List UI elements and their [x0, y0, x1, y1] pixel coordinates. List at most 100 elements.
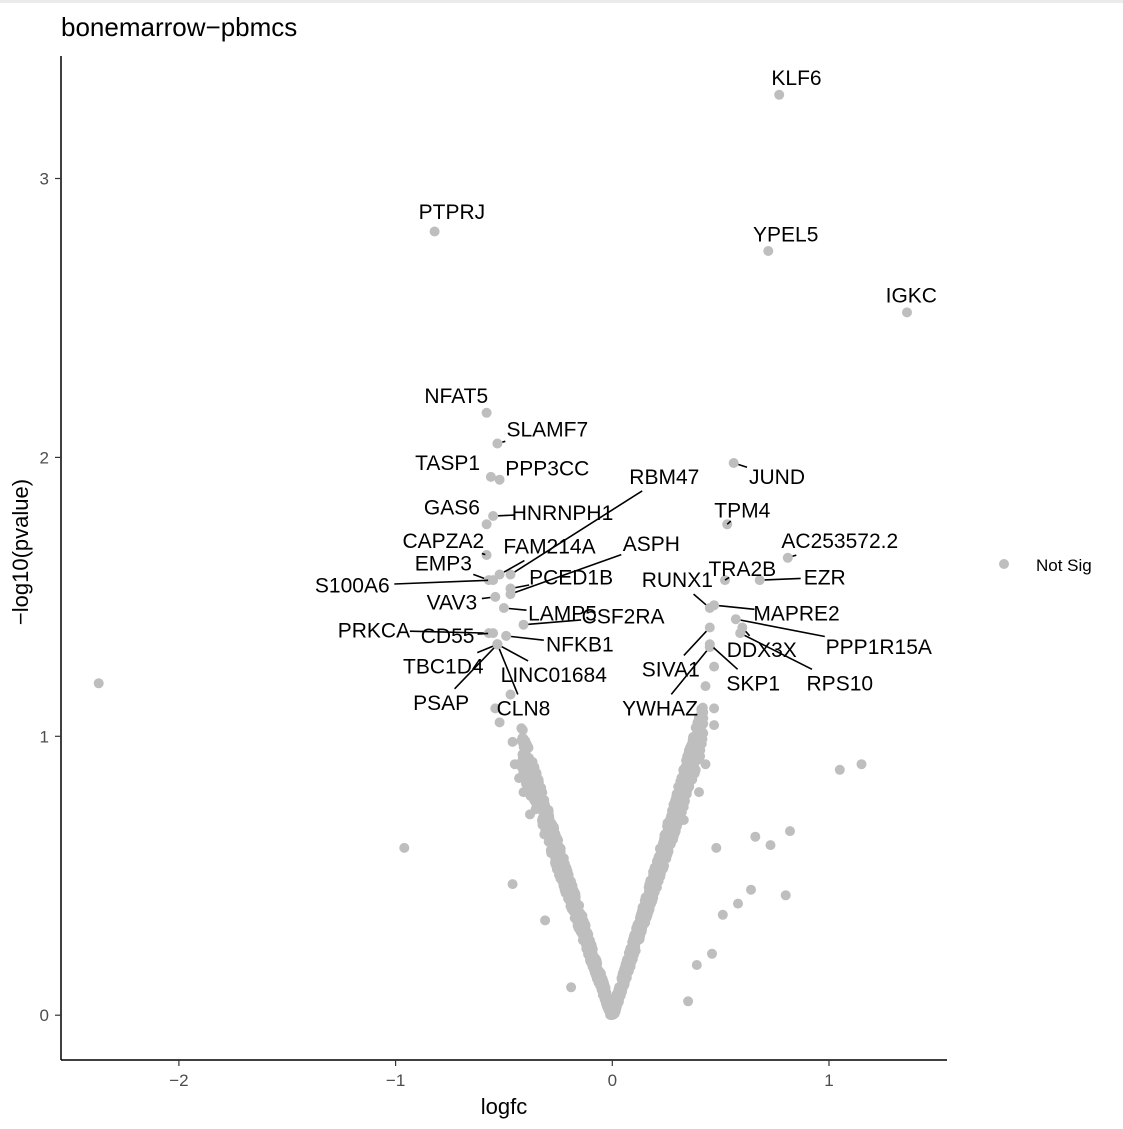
gene-label: TBC1D4	[403, 656, 484, 679]
gene-label: GAS6	[424, 497, 480, 520]
label-segment	[726, 520, 732, 525]
label-segment	[745, 630, 751, 637]
data-point	[562, 882, 573, 893]
gene-label: PRKCA	[338, 619, 410, 642]
label-segment	[528, 619, 582, 626]
data-point	[665, 822, 676, 833]
label-segment	[683, 630, 707, 656]
labeled-point	[494, 474, 505, 485]
gene-label: EZR	[804, 566, 846, 589]
label-segment	[738, 463, 748, 469]
data-point	[635, 914, 646, 925]
data-point	[785, 826, 795, 837]
gene-label: TASP1	[415, 452, 480, 475]
points-layer	[93, 89, 912, 1020]
gene-labels: KLF6 PTPRJ YPEL5 IGKC NFAT5 SLAMF7 TASP1 PPP3CC…	[315, 67, 937, 720]
label-segment	[514, 490, 643, 573]
labeled-point	[481, 407, 492, 418]
labeled-point	[728, 458, 739, 468]
data-point	[597, 982, 608, 993]
data-point	[603, 994, 614, 1005]
data-point	[611, 1002, 622, 1013]
data-point	[576, 926, 587, 936]
data-point	[746, 884, 756, 895]
label-segment	[502, 440, 506, 443]
labeled-point	[518, 619, 529, 630]
gene-label: NFKB1	[546, 633, 614, 656]
label-segment	[477, 632, 489, 635]
data-point	[780, 890, 791, 901]
data-point	[678, 815, 689, 825]
data-point	[566, 982, 577, 993]
data-point	[532, 799, 543, 810]
data-point	[709, 703, 720, 714]
data-point	[695, 738, 705, 749]
labeled-point	[492, 639, 503, 650]
label-segment	[473, 573, 485, 580]
labeled-point	[429, 226, 440, 237]
y-tick-label: 3	[40, 170, 49, 189]
data-point	[518, 741, 529, 752]
y-axis-title: −log10(pvalue)	[8, 479, 33, 625]
data-point	[685, 758, 695, 769]
x-axis-title: logfc	[481, 1094, 527, 1119]
gene-label: ASPH	[623, 533, 680, 556]
data-point	[505, 689, 516, 700]
data-point	[568, 897, 579, 908]
data-point	[733, 898, 743, 909]
data-point	[638, 906, 648, 917]
label-segment	[508, 607, 527, 611]
data-point	[681, 771, 692, 782]
data-point	[700, 759, 711, 770]
x-tick-label: −1	[386, 1071, 405, 1090]
label-segment	[454, 647, 495, 690]
labeled-point	[782, 552, 793, 563]
label-segment	[724, 576, 730, 581]
label-segment	[476, 645, 494, 654]
label-segment	[514, 553, 622, 594]
data-point	[696, 726, 707, 737]
gene-label: RBM47	[629, 466, 699, 489]
label-segment	[744, 634, 813, 671]
data-point	[490, 703, 501, 714]
y-tick-label: 2	[40, 448, 49, 467]
gene-label: VAV3	[427, 591, 478, 614]
data-point	[618, 967, 629, 978]
label-segment	[740, 619, 825, 638]
gene-label: CSF2RA	[582, 605, 665, 628]
data-point	[683, 996, 694, 1007]
label-segment	[501, 645, 529, 662]
label-segment	[670, 650, 708, 695]
legend-label-not-sig: Not Sig	[1036, 556, 1092, 575]
data-point	[856, 759, 867, 770]
gene-label: SIVA1	[642, 658, 700, 681]
gene-label: RUNX1	[642, 569, 713, 592]
gene-label: FAM214A	[503, 536, 595, 559]
label-segment	[515, 584, 530, 589]
top-rule	[0, 0, 1123, 3]
data-point	[539, 795, 550, 806]
labeled-point	[505, 569, 516, 580]
data-point	[765, 840, 776, 851]
gene-label: LINC01684	[501, 664, 608, 687]
axes	[60, 56, 947, 1061]
label-segment	[511, 635, 544, 641]
data-point	[550, 843, 561, 854]
gene-label: PSAP	[413, 692, 469, 715]
data-point	[619, 974, 630, 985]
x-tick-label: −2	[169, 1071, 188, 1090]
labeled-point	[730, 614, 741, 625]
gene-label: MAPRE2	[753, 603, 839, 626]
data-point	[554, 867, 565, 878]
data-point	[693, 716, 704, 727]
data-point	[717, 909, 728, 920]
gene-label: YWHAZ	[622, 697, 698, 720]
y-tick-label: 1	[40, 727, 49, 746]
labeled-point	[902, 307, 912, 318]
label-segment	[394, 579, 489, 585]
legend: Not Sig	[999, 556, 1092, 575]
gene-label: PPP1R15A	[826, 636, 932, 659]
data-point	[529, 769, 540, 780]
data-point	[711, 842, 722, 853]
label-segment	[481, 552, 486, 556]
